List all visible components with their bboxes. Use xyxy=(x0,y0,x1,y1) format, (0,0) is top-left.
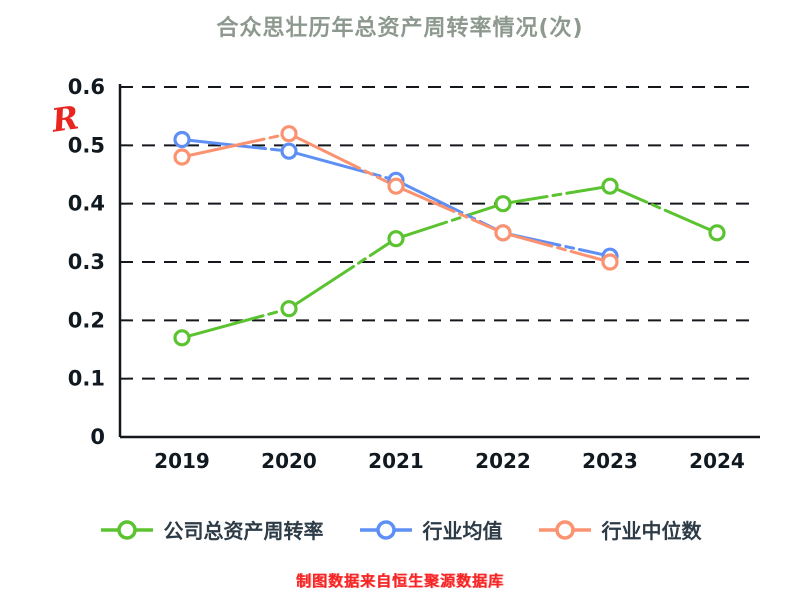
y-tick-label: 0.1 xyxy=(68,367,105,391)
data-point-company-2023 xyxy=(601,177,619,195)
legend-marker-company-icon xyxy=(100,519,153,540)
data-point-industry-median-2019 xyxy=(173,148,191,166)
x-tick-label: 2022 xyxy=(475,449,531,473)
data-point-industry-median-2020 xyxy=(280,125,298,143)
legend-item-industry-avg: 行业均值 xyxy=(358,515,503,544)
legend-item-industry-median: 行业中位数 xyxy=(537,515,702,544)
chart-legend: 公司总资产周转率 行业均值 行业中位数 xyxy=(0,515,800,544)
data-point-company-2020 xyxy=(280,300,298,318)
y-tick-label: 0 xyxy=(90,425,105,449)
source-caption: 制图数据来自恒生聚源数据库 xyxy=(295,572,504,590)
legend-item-company: 公司总资产周转率 xyxy=(99,515,324,544)
data-point-industry-avg-2019 xyxy=(173,130,191,149)
y-tick-label: 0.2 xyxy=(68,308,105,332)
legend-label-company: 公司总资产周转率 xyxy=(163,519,324,543)
data-point-company-2021 xyxy=(387,230,405,248)
y-tick-label: 0.6 xyxy=(68,75,105,99)
data-point-industry-median-2021 xyxy=(387,177,405,195)
x-tick-label: 2021 xyxy=(368,449,424,473)
data-point-industry-avg-2020 xyxy=(280,142,298,160)
chart-title: 合众思壮历年总资产周转率情况(次) xyxy=(216,16,584,41)
x-tick-label: 2019 xyxy=(154,449,210,473)
data-point-industry-median-2023 xyxy=(601,253,619,271)
x-tick-label: 2023 xyxy=(582,449,638,473)
legend-marker-industry-median-icon xyxy=(538,519,591,540)
x-tick-label: 2020 xyxy=(261,449,317,473)
y-tick-label: 0.5 xyxy=(68,133,105,157)
data-point-company-2019 xyxy=(173,329,191,347)
series-line-company xyxy=(180,184,719,340)
data-point-industry-median-2022 xyxy=(494,224,512,242)
y-tick-label: 0.3 xyxy=(68,250,105,274)
data-point-company-2022 xyxy=(494,195,512,213)
legend-label-industry-avg: 行业均值 xyxy=(422,519,503,543)
legend-marker-industry-avg-icon xyxy=(359,519,412,540)
legend-label-industry-median: 行业中位数 xyxy=(601,519,702,543)
data-point-company-2024 xyxy=(708,224,726,242)
y-tick-label: 0.4 xyxy=(68,192,105,216)
x-tick-label: 2024 xyxy=(689,449,745,473)
